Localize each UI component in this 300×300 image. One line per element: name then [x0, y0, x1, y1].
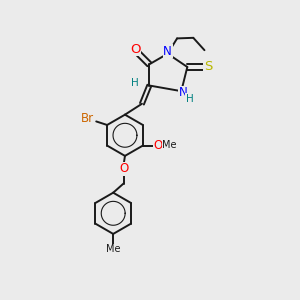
Text: Me: Me: [162, 140, 177, 150]
Text: Me: Me: [106, 244, 120, 254]
Text: H: H: [186, 94, 194, 103]
Text: O: O: [153, 139, 163, 152]
Text: N: N: [163, 45, 172, 58]
Text: N: N: [178, 86, 187, 99]
Text: H: H: [131, 78, 139, 88]
Text: Br: Br: [81, 112, 94, 125]
Text: O: O: [119, 162, 128, 175]
Text: S: S: [204, 61, 212, 74]
Text: O: O: [130, 43, 141, 56]
